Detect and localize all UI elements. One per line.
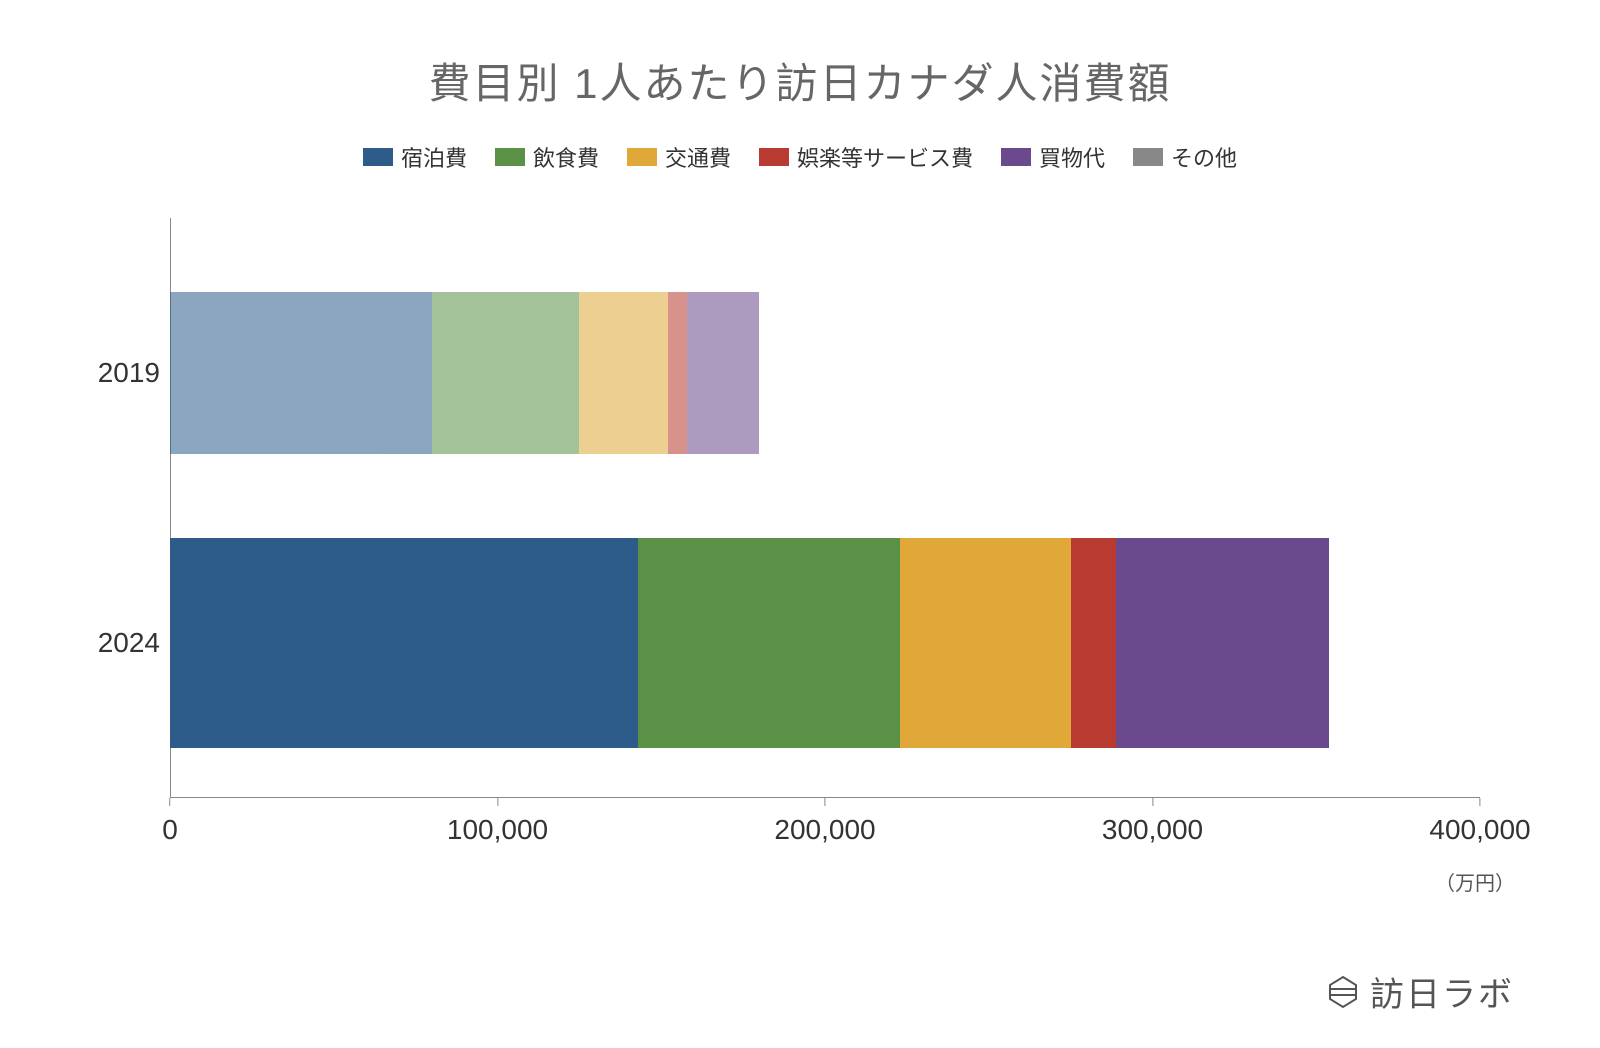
bar-segment [638,538,900,749]
bar-segment [579,292,667,454]
bars-container: 20192024 [170,218,1480,798]
legend: 宿泊費 飲食費 交通費 娯楽等サービス費 買物代 その他 [80,141,1520,173]
bar-segment [668,292,688,454]
legend-item: 娯楽等サービス費 [759,141,973,173]
legend-label: 飲食費 [533,141,599,173]
legend-label: その他 [1171,141,1237,173]
bar-stack-inner [170,292,1480,454]
y-axis-label: 2019 [80,357,160,389]
x-tick-label: 400,000 [1429,814,1530,846]
plot-area: 20192024 0100,000200,000300,000400,000 （… [170,218,1480,858]
x-axis-unit: （万円） [1435,867,1515,896]
x-tick-label: 200,000 [774,814,875,846]
bar-segment [170,538,638,749]
legend-swatch [627,148,657,166]
bar-segment [900,538,1070,749]
legend-label: 交通費 [665,141,731,173]
bar-segment [1116,538,1329,749]
x-tick: 100,000 [447,798,548,846]
x-tick-label: 100,000 [447,814,548,846]
legend-swatch [363,148,393,166]
bar-stack-inner [170,538,1480,749]
x-tick: 200,000 [774,798,875,846]
bar-segment [687,292,759,454]
legend-swatch [1133,148,1163,166]
bar-segment [1071,538,1117,749]
bar-segment [432,292,579,454]
chart-title: 費目別 1人あたり訪日カナダ人消費額 [80,50,1520,111]
x-ticks: 0100,000200,000300,000400,000 [170,798,1480,858]
bar-stack [170,508,1480,778]
bar-segment [170,292,432,454]
x-tick: 0 [162,798,178,846]
x-tick-label: 300,000 [1102,814,1203,846]
x-tick-mark [497,798,498,806]
x-tick-mark [169,798,170,806]
legend-swatch [759,148,789,166]
x-tick-label: 0 [162,814,178,846]
y-axis-label: 2024 [80,627,160,659]
bar-row: 2019 [170,238,1480,508]
x-tick: 400,000 [1429,798,1530,846]
x-tick-mark [1480,798,1481,806]
x-tick: 300,000 [1102,798,1203,846]
bar-row: 2024 [170,508,1480,778]
legend-label: 娯楽等サービス費 [797,141,973,173]
watermark-text: 訪日ラボ [1370,967,1514,1016]
legend-item: その他 [1133,141,1237,173]
legend-item: 交通費 [627,141,731,173]
logo-icon [1328,975,1358,1009]
legend-label: 買物代 [1039,141,1105,173]
bar-stack [170,238,1480,508]
legend-item: 宿泊費 [363,141,467,173]
x-tick-mark [1152,798,1153,806]
legend-swatch [495,148,525,166]
legend-item: 飲食費 [495,141,599,173]
x-tick-mark [825,798,826,806]
legend-item: 買物代 [1001,141,1105,173]
watermark: 訪日ラボ [1328,967,1514,1016]
legend-label: 宿泊費 [401,141,467,173]
legend-swatch [1001,148,1031,166]
